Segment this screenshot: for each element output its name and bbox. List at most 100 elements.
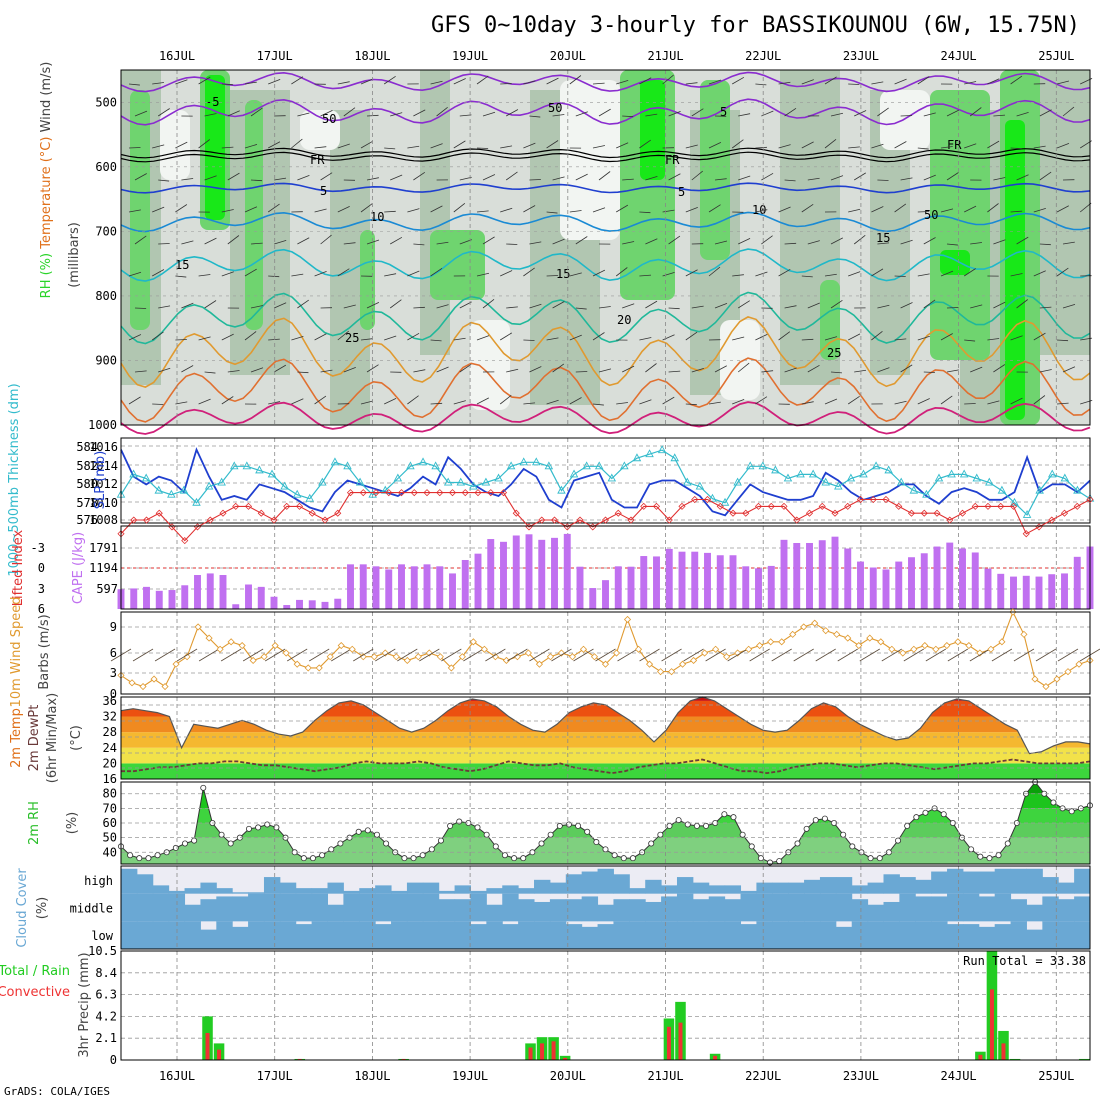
lifted-index-marker <box>1060 509 1069 517</box>
wind-barb <box>946 369 959 373</box>
wind-barb <box>244 81 257 85</box>
rh-shade-green <box>360 230 375 330</box>
cape-bar <box>908 557 915 609</box>
rh-tick-label: 40 <box>103 845 117 859</box>
wind-barb <box>592 332 605 341</box>
cloud-cell <box>470 890 487 894</box>
wind-barb <box>383 75 396 85</box>
thickness-marker <box>695 481 705 490</box>
cloud-cell <box>454 921 471 949</box>
cloud-cell <box>867 904 884 922</box>
wind-barb <box>244 206 258 213</box>
wind-barb <box>482 236 495 245</box>
cloud-cell <box>549 899 567 922</box>
cloud-cell <box>1042 896 1059 922</box>
lifted-index-marker <box>359 489 367 497</box>
thickness-marker <box>683 477 692 486</box>
cloud-cell <box>1074 921 1091 949</box>
wind-barb <box>227 172 240 181</box>
wind10m-barb <box>793 648 814 662</box>
wind-barb <box>668 307 680 310</box>
cloud-cell <box>518 888 535 894</box>
wind-barb <box>1033 332 1046 341</box>
precip-conv-bar <box>1001 1043 1006 1060</box>
thickness-marker <box>318 477 327 486</box>
temp-ylabel: 2m Temp <box>9 708 24 768</box>
thickness-ylabel: 1000~500mb Thickness (dm) <box>7 383 22 576</box>
lifted-index-marker <box>1073 502 1081 510</box>
precip-ylabel: 3hr Precip (mm) <box>77 952 92 1057</box>
wind-barb <box>343 304 356 309</box>
wind-barb <box>917 398 930 405</box>
wind10m-marker <box>271 641 279 650</box>
cloud-cell <box>629 888 646 894</box>
slp-tick-label: 1012 <box>89 477 118 491</box>
thickness-marker <box>292 489 302 498</box>
wind-barb <box>430 267 443 277</box>
dewpt-ylabel-part: 2m DewPt <box>27 705 42 772</box>
rh-tick-label: 60 <box>103 816 117 830</box>
wind-barb <box>801 79 814 85</box>
cloud-cell <box>819 921 837 949</box>
wind-barb <box>523 267 535 277</box>
rh2m-marker <box>319 852 326 859</box>
cloud-cell <box>661 896 678 922</box>
cape-bar <box>143 586 150 609</box>
thickness-marker <box>242 461 252 470</box>
wind-barb <box>738 237 751 245</box>
cloud-cell <box>200 929 217 949</box>
wind10m-marker <box>337 641 345 650</box>
rh-tick-label: 70 <box>103 801 117 815</box>
wind-barb <box>645 238 658 245</box>
cloud-cell <box>279 893 297 922</box>
cape-bar <box>589 588 597 609</box>
cloud-cell <box>518 899 535 922</box>
wind-barb <box>430 205 443 213</box>
thickness-marker <box>406 461 415 470</box>
wind-barb <box>221 333 234 341</box>
cloud-cell <box>676 893 694 922</box>
wind-barb <box>181 240 194 245</box>
wind10m-marker <box>150 675 158 683</box>
lifted-index-marker <box>346 489 355 497</box>
rh2m-marker <box>273 824 280 831</box>
cloud-cell <box>899 877 916 894</box>
wind-barb <box>476 210 489 213</box>
wind-barb <box>314 333 327 341</box>
rh2m-unit-label: (%) <box>65 812 80 835</box>
wind-barb <box>337 205 350 213</box>
lifted-index-marker <box>142 516 151 524</box>
cloud-cell <box>502 893 519 922</box>
cloud-cell <box>661 885 678 894</box>
wind-barb <box>784 179 796 182</box>
wind10m-barb <box>969 648 991 662</box>
cloud-cell <box>248 921 265 949</box>
cloud-cell <box>629 899 646 922</box>
wind-barb <box>546 337 559 341</box>
lifted-tick-label: 6 <box>38 602 45 616</box>
cloud-cell <box>947 924 964 949</box>
cape-bar <box>474 553 482 609</box>
thickness-marker <box>494 473 503 482</box>
wind-barb <box>297 237 310 245</box>
wind10m-barb <box>815 648 836 662</box>
cloud-cell <box>549 921 567 949</box>
isotherm-label: 15 <box>876 231 890 245</box>
cloud-cell <box>740 893 757 922</box>
wind-barb <box>993 114 1006 117</box>
wind10m-barb <box>1035 648 1057 662</box>
wind-barb <box>685 82 698 85</box>
cloud-cell <box>375 885 392 894</box>
wind-barb <box>244 144 258 149</box>
slp-ylabel-part: SLP (mb) <box>93 451 108 510</box>
wind-barb <box>801 338 814 341</box>
cloud-cell <box>232 926 249 949</box>
wind-barb <box>824 273 837 277</box>
wind10m-barb <box>683 648 704 662</box>
rh2m-marker <box>876 855 883 862</box>
temp2m-frame <box>120 696 1091 780</box>
wind-barb <box>268 338 280 341</box>
date-tick-label: 19JUL <box>452 49 488 63</box>
thickness-marker <box>267 469 277 478</box>
cloud-cell <box>724 921 742 949</box>
